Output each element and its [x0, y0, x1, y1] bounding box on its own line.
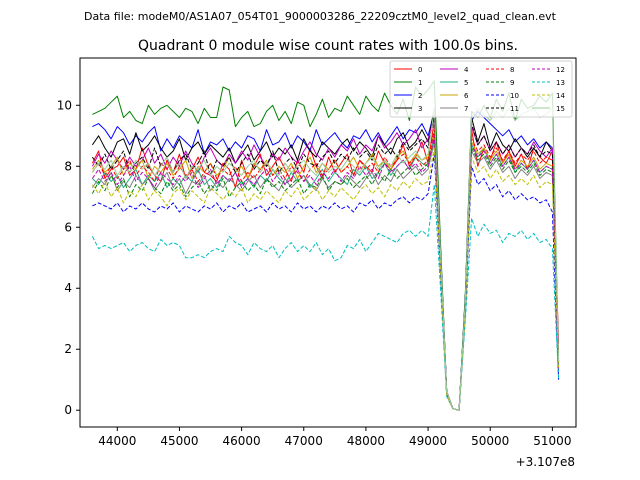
legend-label-1: 1	[418, 79, 422, 87]
y-tick-label: 0	[64, 403, 72, 417]
legend-label-14: 14	[556, 92, 565, 100]
legend-label-10: 10	[510, 92, 519, 100]
x-tick-label: 45000	[160, 434, 198, 448]
y-axis: 0 2 4 6 8 10	[57, 98, 80, 417]
legend-label-3: 3	[418, 105, 422, 113]
series-line-6	[91, 132, 560, 411]
legend-label-5: 5	[464, 79, 468, 87]
y-tick-label: 8	[64, 159, 72, 173]
series-line-9	[91, 138, 560, 411]
x-tick-label: 47000	[285, 434, 323, 448]
series-line-3	[91, 107, 560, 411]
legend-box	[389, 60, 573, 118]
series-line-8	[91, 129, 560, 411]
legend-label-9: 9	[510, 79, 514, 87]
y-tick-label: 6	[64, 220, 72, 234]
y-tick-label: 2	[64, 342, 72, 356]
y-tick-label: 4	[64, 281, 72, 295]
figure-suptitle: Data file: modeM0/AS1A07_054T01_90000032…	[84, 10, 557, 23]
legend-label-7: 7	[464, 105, 468, 113]
legend-label-11: 11	[510, 105, 519, 113]
series-line-13	[91, 184, 560, 411]
series-layer	[91, 80, 560, 411]
legend-label-12: 12	[556, 66, 565, 74]
x-tick-label: 48000	[347, 434, 385, 448]
x-tick-label: 44000	[98, 434, 136, 448]
legend-label-8: 8	[510, 66, 514, 74]
legend-label-4: 4	[464, 66, 469, 74]
x-tick-label: 50000	[471, 434, 509, 448]
legend-label-6: 6	[464, 92, 469, 100]
plot-frame	[79, 57, 577, 428]
legend-label-15: 15	[556, 105, 565, 113]
x-tick-label: 46000	[223, 434, 261, 448]
series-line-10	[92, 153, 560, 411]
legend-label-2: 2	[418, 92, 422, 100]
x-tick-label: 49000	[409, 434, 447, 448]
x-axis: 44000 45000 46000 47000 48000 49000 50000 51000	[98, 427, 571, 448]
series-line-12	[91, 135, 560, 411]
series-line-14	[91, 147, 560, 411]
legend-label-13: 13	[556, 79, 565, 87]
x-tick-label: 51000	[533, 434, 571, 448]
legend-label-0: 0	[418, 66, 422, 74]
chart-title: Quadrant 0 module wise count rates with …	[138, 38, 518, 54]
y-tick-label: 10	[57, 98, 72, 112]
x-offset-label: +3.107e8	[516, 455, 575, 469]
